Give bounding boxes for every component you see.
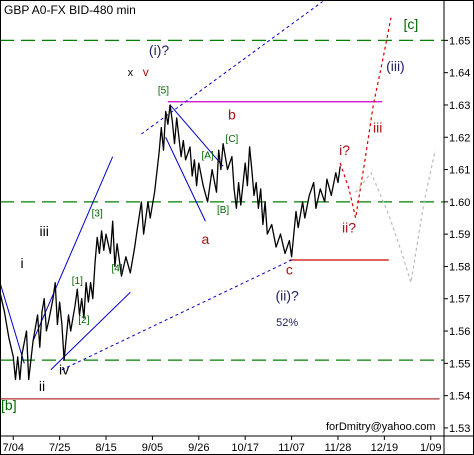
wave-label: [3] bbox=[92, 208, 103, 219]
x-tick-label: 12/19 bbox=[371, 442, 399, 454]
x-tick-label: 7/25 bbox=[49, 442, 70, 454]
y-tick-label: 1.53 bbox=[449, 423, 470, 435]
wave-label: (iii) bbox=[386, 58, 405, 74]
wave-label: [c] bbox=[403, 16, 418, 32]
wave-label: 52% bbox=[276, 317, 298, 329]
y-tick-label: 1.54 bbox=[449, 391, 470, 403]
trend-line-1 bbox=[32, 156, 114, 341]
wave-label: b bbox=[228, 106, 236, 122]
wave-label: x bbox=[128, 67, 134, 79]
y-tick-label: 1.60 bbox=[449, 197, 470, 209]
watermark: forDmitry@yahoo.com bbox=[326, 421, 436, 433]
chart-title: GBP A0-FX BID-480 min bbox=[4, 3, 136, 17]
trend-line-4 bbox=[165, 137, 206, 222]
wave-label: [B] bbox=[217, 205, 229, 216]
wave-label: iii bbox=[40, 223, 49, 239]
wave-label: iii bbox=[373, 119, 382, 135]
wave-label: iv bbox=[59, 362, 69, 378]
y-tick-label: 1.58 bbox=[449, 261, 470, 273]
y-tick-label: 1.62 bbox=[449, 132, 470, 144]
wave-label: v bbox=[143, 65, 149, 79]
plot-area bbox=[0, 0, 444, 436]
wave-label: [C] bbox=[226, 134, 239, 145]
y-tick-label: 1.56 bbox=[449, 326, 470, 338]
wave-label: i bbox=[21, 255, 24, 271]
wave-label: [b] bbox=[1, 397, 17, 413]
x-tick-label: 9/26 bbox=[188, 442, 209, 454]
x-tick-label: 11/28 bbox=[325, 442, 352, 454]
trend-line-6 bbox=[61, 259, 292, 371]
y-tick-label: 1.65 bbox=[449, 35, 470, 47]
y-tick-label: 1.59 bbox=[449, 229, 470, 241]
wave-label: [2] bbox=[78, 315, 89, 326]
x-tick-label: 10/17 bbox=[231, 442, 259, 454]
wave-label: i? bbox=[339, 142, 350, 158]
wave-label: (ii)? bbox=[275, 287, 299, 303]
x-tick-label: 11/07 bbox=[278, 442, 305, 454]
x-tick-label: 7/04 bbox=[3, 442, 24, 454]
wave-label: ii? bbox=[342, 220, 356, 236]
wave-label: [1] bbox=[72, 276, 83, 287]
wave-label: [5] bbox=[158, 86, 169, 97]
projection-path-1 bbox=[355, 150, 436, 283]
y-tick-label: 1.63 bbox=[449, 100, 470, 112]
wave-label: (i)? bbox=[149, 42, 169, 58]
trend-line-3 bbox=[169, 104, 224, 167]
wave-label: ii bbox=[39, 378, 45, 394]
y-tick-label: 1.57 bbox=[449, 294, 470, 306]
x-tick-label: 8/15 bbox=[95, 442, 116, 454]
trend-line-0 bbox=[0, 282, 25, 364]
x-tick-label: 9/05 bbox=[142, 442, 163, 454]
x-tick-label: 1/09 bbox=[420, 442, 441, 454]
wave-label: a bbox=[202, 231, 210, 247]
price-line bbox=[0, 104, 341, 381]
wave-label: [A] bbox=[202, 150, 214, 161]
y-tick-label: 1.64 bbox=[449, 68, 470, 80]
y-tick-label: 1.55 bbox=[449, 358, 470, 370]
y-tick-label: 1.61 bbox=[449, 165, 470, 177]
wave-label: [4] bbox=[112, 263, 123, 274]
wave-label: c bbox=[286, 262, 293, 278]
